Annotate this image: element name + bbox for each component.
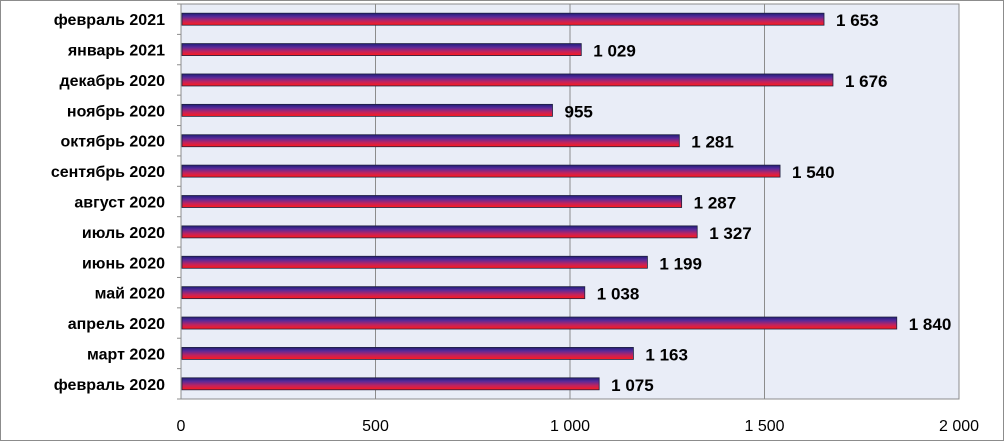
bar [181,103,553,117]
value-labels: 1 653 1 029 1 676 955 1 281 1 540 1 287 1 327 1 … [564,11,951,395]
data-label: 1 029 [593,42,636,61]
category-label: июнь 2020 [82,255,165,272]
bar [181,377,600,391]
data-label: 1 075 [611,376,654,395]
x-tick-label: 1 000 [550,418,590,435]
category-label: август 2020 [74,195,165,212]
bar [181,73,834,87]
bar [181,164,781,178]
bars [181,12,898,391]
x-tick-label: 1 500 [744,418,784,435]
category-label: май 2020 [95,286,166,303]
category-label: февраль 2021 [54,12,165,29]
data-label: 1 676 [845,72,888,91]
data-label: 955 [564,102,592,121]
data-label: 1 540 [792,163,835,182]
category-label: ноябрь 2020 [67,103,165,120]
bar [181,43,582,56]
bar [181,316,898,330]
data-label: 1 199 [659,254,702,273]
data-label: 1 287 [694,194,737,213]
category-label: сентябрь 2020 [51,164,165,181]
bar [181,225,698,239]
bar [181,286,586,300]
data-label: 1 038 [597,285,640,304]
bar [181,255,648,269]
bar [181,134,680,148]
bar [181,347,634,360]
category-label: январь 2021 [67,43,165,60]
category-label: декабрь 2020 [60,73,166,90]
category-label: февраль 2020 [54,377,165,394]
data-label: 1 281 [691,133,734,152]
x-tick-label: 2 000 [939,418,979,435]
data-label: 1 163 [645,345,688,364]
category-label: июль 2020 [82,225,165,242]
gridlines [177,3,960,400]
bar [181,195,683,208]
x-tick-label: 500 [362,418,389,435]
bar [181,12,825,26]
x-axis-ticks: 0 500 1 000 1 500 2 000 [177,418,980,435]
category-labels: февраль 2021 январь 2021 декабрь 2020 ноябр… [51,12,165,394]
category-label: март 2020 [87,346,165,363]
data-label: 1 327 [709,224,752,243]
data-label: 1 840 [909,315,952,334]
data-label: 1 653 [836,11,879,30]
category-label: апрель 2020 [68,316,165,333]
x-tick-label: 0 [177,418,186,435]
category-label: октябрь 2020 [61,134,166,151]
